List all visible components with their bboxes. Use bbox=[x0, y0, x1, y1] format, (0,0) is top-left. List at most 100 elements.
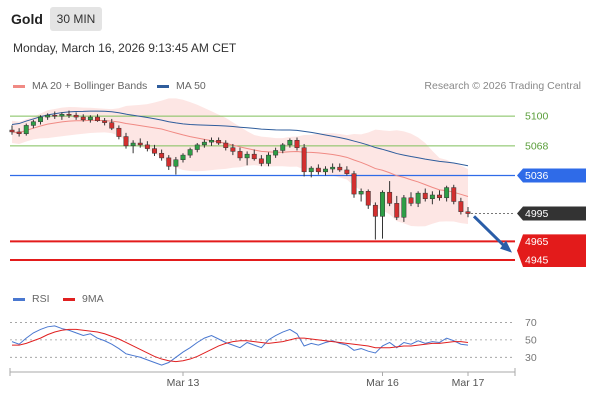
candle-body bbox=[344, 169, 350, 174]
candle-body bbox=[437, 194, 442, 199]
candle-body bbox=[429, 194, 435, 199]
candle-body bbox=[387, 191, 393, 204]
legend-ma20-bollinger: MA 20 + Bollinger Bands bbox=[13, 80, 147, 92]
candle-body bbox=[287, 140, 293, 146]
candle-body bbox=[223, 142, 229, 148]
candle-body bbox=[144, 144, 150, 149]
candle-body bbox=[52, 114, 58, 117]
candle-body bbox=[87, 116, 93, 121]
candle-body bbox=[152, 148, 157, 154]
x-tick-label: Mar 16 bbox=[366, 377, 399, 389]
candle-body bbox=[401, 197, 407, 218]
level-label-pivot: 5036 bbox=[525, 170, 549, 182]
candle-body bbox=[380, 191, 385, 217]
candle-body bbox=[266, 154, 271, 164]
candle-body bbox=[109, 122, 115, 129]
candle-body bbox=[201, 141, 207, 146]
candle-body bbox=[230, 147, 236, 152]
candle-body bbox=[95, 116, 100, 122]
candle-body bbox=[337, 166, 343, 171]
support-labels-bg bbox=[517, 234, 586, 267]
candle-body bbox=[9, 129, 15, 133]
candle-body bbox=[408, 197, 414, 204]
chart-header: Gold 30 MIN bbox=[0, 0, 590, 36]
candle-body bbox=[80, 116, 86, 121]
rsi-line bbox=[11, 325, 469, 366]
candle-body bbox=[173, 159, 179, 167]
candle-body bbox=[16, 131, 22, 135]
9ma-swatch bbox=[63, 297, 75, 301]
candle-body bbox=[180, 154, 186, 160]
ma50-swatch bbox=[157, 84, 169, 88]
candle-body bbox=[166, 157, 172, 167]
candle-body bbox=[280, 144, 286, 151]
candle-body bbox=[73, 114, 79, 118]
candle-body bbox=[301, 147, 307, 173]
candle-body bbox=[444, 187, 450, 199]
candle-body bbox=[258, 158, 264, 164]
candle-body bbox=[187, 149, 193, 156]
candle-body bbox=[251, 153, 257, 160]
rsi-swatch bbox=[13, 297, 25, 301]
candle-body bbox=[415, 192, 421, 204]
legend-ma50: MA 50 bbox=[157, 80, 206, 92]
projection-arrow-shaft bbox=[472, 215, 508, 249]
legend-label-9ma: 9MA bbox=[82, 293, 104, 305]
candle-body bbox=[365, 191, 371, 206]
projection-arrow-head bbox=[500, 240, 512, 253]
legend-9ma: 9MA bbox=[63, 293, 104, 305]
level-label-s2: 4945 bbox=[525, 254, 549, 266]
candle-body bbox=[451, 187, 457, 202]
candle-body bbox=[351, 173, 357, 195]
legend-label-rsi: RSI bbox=[32, 293, 50, 305]
candle-body bbox=[394, 203, 400, 218]
candle-body bbox=[372, 204, 378, 217]
candle-body bbox=[465, 211, 471, 214]
candle-body bbox=[458, 201, 464, 212]
rsi-tick-label: 50 bbox=[525, 334, 537, 346]
candle-body bbox=[358, 191, 364, 195]
legend-rsi: RSI bbox=[13, 293, 50, 305]
level-label-last-bg bbox=[517, 206, 586, 221]
rsi-tick-label: 70 bbox=[525, 317, 537, 329]
level-label-r2: 5100 bbox=[525, 111, 549, 123]
level-label-r1: 5068 bbox=[525, 140, 549, 152]
candle-body bbox=[273, 150, 279, 156]
ma20-line bbox=[11, 119, 469, 198]
candle-body bbox=[237, 151, 243, 159]
candle-body bbox=[123, 136, 129, 147]
level-label-last: 4995 bbox=[525, 208, 549, 220]
candle-body bbox=[45, 114, 51, 118]
candle-body bbox=[422, 192, 428, 199]
ma50-line bbox=[11, 110, 469, 167]
instrument-title: Gold bbox=[11, 11, 43, 27]
candle-body bbox=[59, 114, 65, 117]
candle-body bbox=[315, 167, 321, 173]
candle-body bbox=[294, 140, 300, 148]
candle-body bbox=[216, 140, 222, 144]
bollinger-band-area bbox=[12, 98, 468, 227]
x-tick-label: Mar 13 bbox=[167, 377, 200, 389]
chart-datetime: Monday, March 16, 2026 9:13:45 AM CET bbox=[13, 41, 237, 55]
rsi-tick-label: 30 bbox=[525, 352, 537, 364]
level-label-pivot-bg bbox=[517, 168, 586, 183]
research-credit: Research © 2026 Trading Central bbox=[424, 80, 581, 92]
candle-body bbox=[194, 144, 200, 150]
legend-label-ma20: MA 20 + Bollinger Bands bbox=[32, 80, 148, 92]
candle-body bbox=[130, 142, 136, 147]
9ma-line bbox=[12, 328, 469, 363]
candle-body bbox=[159, 152, 165, 159]
candle-body bbox=[323, 168, 328, 173]
candle-body bbox=[102, 120, 108, 123]
ma20-swatch bbox=[13, 84, 25, 88]
candle-body bbox=[23, 125, 29, 135]
candle-body bbox=[38, 116, 43, 122]
candle-body bbox=[244, 153, 250, 159]
candle-body bbox=[137, 142, 143, 146]
candle-body bbox=[308, 167, 314, 173]
timeframe-badge[interactable]: 30 MIN bbox=[50, 7, 102, 31]
candle-body bbox=[116, 127, 122, 137]
candle-body bbox=[30, 121, 36, 126]
x-tick-label: Mar 17 bbox=[452, 377, 485, 389]
